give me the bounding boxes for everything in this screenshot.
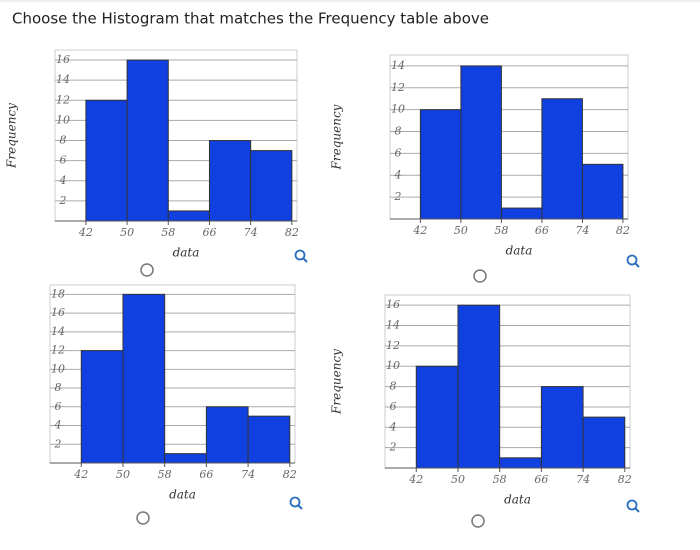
y-tick-label: 4 xyxy=(394,168,402,181)
zoom-icon-handle xyxy=(634,262,640,268)
bar xyxy=(164,453,207,464)
radio-button[interactable] xyxy=(140,263,154,277)
x-axis-label: data xyxy=(169,488,196,502)
bar xyxy=(205,406,249,464)
y-tick-label: 14 xyxy=(386,319,400,332)
radio-button[interactable] xyxy=(136,511,150,525)
y-tick-label: 4 xyxy=(54,419,62,432)
x-tick-label: 82 xyxy=(618,473,632,486)
bar xyxy=(122,293,166,464)
x-tick-label: 58 xyxy=(493,473,507,486)
question: Choose the Histogram that matches the Fr… xyxy=(12,10,489,28)
y-tick-label: 12 xyxy=(56,93,70,106)
x-tick-label: 66 xyxy=(534,473,548,486)
x-tick-label: 66 xyxy=(202,226,216,239)
y-tick-label: 12 xyxy=(51,344,65,357)
y-axis-label: Frequency xyxy=(5,103,19,169)
bar xyxy=(247,415,291,464)
y-tick-label: 14 xyxy=(51,325,65,338)
x-tick-label: 58 xyxy=(158,468,172,481)
y-tick-label: 14 xyxy=(56,73,70,86)
y-tick-label: 12 xyxy=(391,81,405,94)
y-axis-label: Frequency xyxy=(330,104,344,170)
bar xyxy=(457,304,501,469)
bar xyxy=(85,99,128,222)
y-tick-label: 12 xyxy=(386,339,400,352)
bar xyxy=(126,59,169,222)
zoom-icon[interactable] xyxy=(626,254,638,266)
zoom-icon-handle xyxy=(634,507,640,513)
bar xyxy=(419,109,462,220)
y-tick-label: 8 xyxy=(55,381,62,394)
zoom-icon[interactable] xyxy=(289,496,301,508)
y-tick-label: 10 xyxy=(386,359,400,372)
y-tick-label: 2 xyxy=(394,190,402,203)
x-tick-label: 50 xyxy=(454,224,468,237)
y-tick-label: 8 xyxy=(390,380,397,393)
x-tick-label: 50 xyxy=(116,468,130,481)
y-tick-label: 6 xyxy=(60,154,67,167)
x-tick-label: 66 xyxy=(535,224,549,237)
bar xyxy=(500,207,543,220)
x-axis-label: data xyxy=(506,244,533,258)
bar xyxy=(208,140,252,222)
x-axis-label: data xyxy=(504,493,531,507)
y-tick-label: 6 xyxy=(395,146,402,159)
x-tick-label: 42 xyxy=(408,473,423,486)
y-tick-label: 16 xyxy=(56,53,70,66)
x-tick-label: 50 xyxy=(451,473,465,486)
y-tick-label: 2 xyxy=(54,437,62,450)
zoom-icon-handle xyxy=(302,257,308,263)
y-tick-label: 4 xyxy=(59,174,67,187)
y-tick-label: 2 xyxy=(389,441,397,454)
x-tick-label: 42 xyxy=(73,468,88,481)
y-tick-label: 10 xyxy=(391,103,405,116)
y-tick-label: 8 xyxy=(395,125,402,138)
x-tick-label: 42 xyxy=(78,226,93,239)
radio-button[interactable] xyxy=(471,514,485,528)
y-tick-label: 8 xyxy=(60,134,67,147)
y-tick-label: 6 xyxy=(55,400,62,413)
x-tick-label: 66 xyxy=(199,468,213,481)
y-tick-label: 18 xyxy=(51,287,65,300)
x-tick-label: 50 xyxy=(120,226,134,239)
x-tick-label: 74 xyxy=(575,224,589,237)
y-tick-label: 10 xyxy=(51,362,65,375)
x-tick-label: 58 xyxy=(494,224,508,237)
y-tick-label: 4 xyxy=(389,420,397,433)
bar xyxy=(540,386,584,469)
bar xyxy=(541,98,583,220)
bar xyxy=(167,210,210,222)
x-tick-label: 74 xyxy=(244,226,258,239)
y-tick-label: 14 xyxy=(391,59,405,72)
y-axis-label: Frequency xyxy=(330,349,344,415)
bar xyxy=(250,150,293,222)
x-tick-label: 74 xyxy=(241,468,255,481)
x-tick-label: 82 xyxy=(283,468,297,481)
x-tick-label: 82 xyxy=(285,226,299,239)
x-axis-label: data xyxy=(173,246,200,260)
zoom-icon[interactable] xyxy=(626,499,638,511)
x-tick-label: 74 xyxy=(576,473,590,486)
x-tick-label: 42 xyxy=(412,224,427,237)
y-tick-label: 6 xyxy=(390,400,397,413)
y-tick-label: 16 xyxy=(51,306,65,319)
bar xyxy=(460,65,502,220)
x-tick-label: 58 xyxy=(161,226,175,239)
bar xyxy=(582,416,626,469)
bar xyxy=(80,350,124,464)
bar xyxy=(499,457,542,469)
x-tick-label: 82 xyxy=(616,224,630,237)
y-tick-label: 10 xyxy=(56,113,70,126)
zoom-icon-handle xyxy=(297,504,303,510)
bar xyxy=(415,365,459,469)
radio-button[interactable] xyxy=(473,269,487,283)
bar xyxy=(581,163,624,220)
zoom-icon[interactable] xyxy=(294,249,306,261)
y-tick-label: 16 xyxy=(386,298,400,311)
y-tick-label: 2 xyxy=(59,194,67,207)
